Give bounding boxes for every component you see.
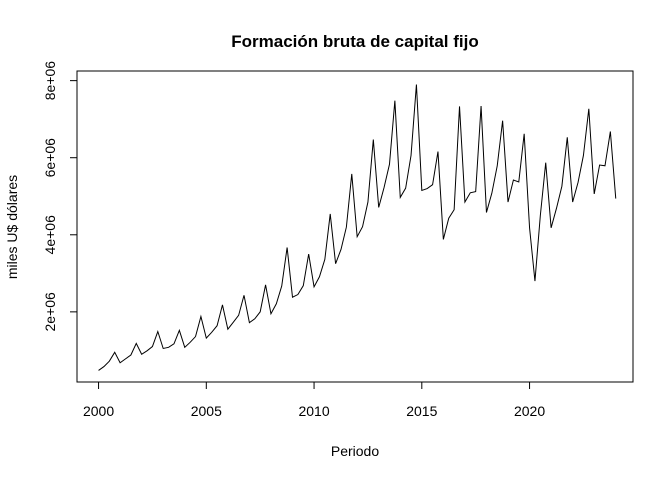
- x-tick-label: 2010: [298, 403, 329, 419]
- chart-title: Formación bruta de capital fijo: [231, 32, 478, 51]
- y-tick-label: 6e+06: [42, 138, 58, 178]
- x-axis: 2000 2005 2010 2015 2020: [83, 381, 545, 419]
- x-tick-label: 2000: [83, 403, 114, 419]
- x-tick-label: 2005: [191, 403, 222, 419]
- x-tick-label: 2015: [406, 403, 437, 419]
- series-line: [98, 84, 617, 371]
- y-tick-label: 4e+06: [42, 215, 58, 255]
- y-tick-label: 2e+06: [42, 292, 58, 332]
- y-tick-label: 8e+06: [42, 61, 58, 101]
- y-axis: 2e+06 4e+06 6e+06 8e+06: [42, 61, 78, 332]
- y-axis-label: miles U$ dólares: [4, 175, 20, 279]
- x-tick-label: 2020: [514, 403, 545, 419]
- plot-frame: [76, 70, 634, 383]
- x-axis-label: Periodo: [331, 443, 379, 459]
